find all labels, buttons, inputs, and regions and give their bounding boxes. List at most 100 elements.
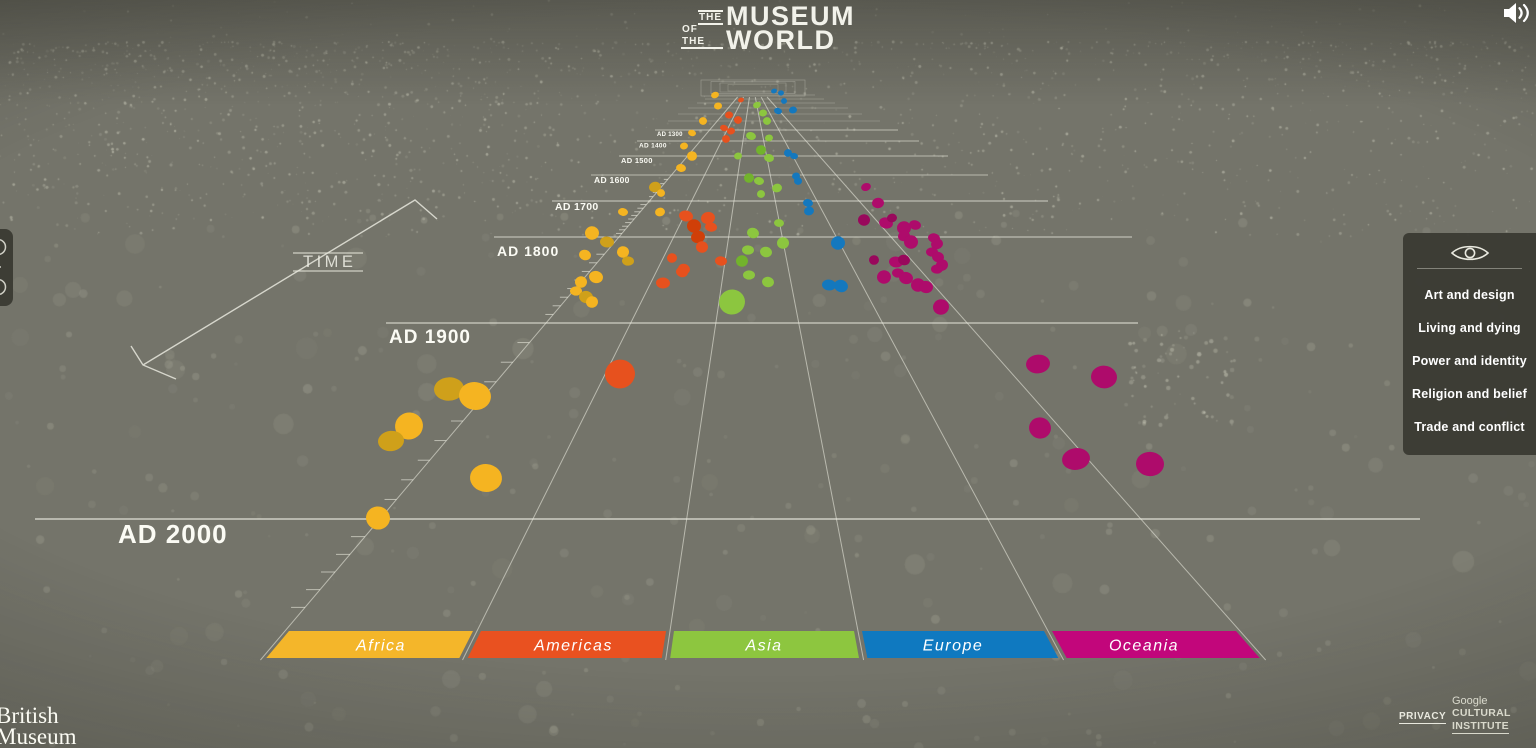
object-dot-europe[interactable] <box>781 98 787 104</box>
object-dot-asia[interactable] <box>774 219 785 228</box>
left-nav-panel[interactable] <box>0 229 13 306</box>
object-dot-americas[interactable] <box>726 127 735 135</box>
continent-bar-asia[interactable] <box>670 631 859 658</box>
object-dot-europe[interactable] <box>803 205 815 216</box>
object-dot-oceania[interactable] <box>897 221 911 235</box>
category-art-and-design[interactable]: Art and design <box>1424 287 1515 302</box>
object-dot-africa[interactable] <box>617 207 628 216</box>
category-trade-and-conflict[interactable]: Trade and conflict <box>1414 419 1525 434</box>
object-dot-europe[interactable] <box>788 106 797 114</box>
object-dot-oceania[interactable] <box>1025 353 1051 374</box>
object-dot-americas[interactable] <box>656 277 671 289</box>
object-dot-europe[interactable] <box>833 278 850 294</box>
object-dot-europe[interactable] <box>770 88 777 94</box>
object-dot-americas[interactable] <box>722 135 730 143</box>
object-dot-oceania[interactable] <box>1060 446 1091 472</box>
continent-bar-americas[interactable] <box>467 631 666 658</box>
object-dot-africa[interactable] <box>675 163 686 173</box>
object-dot-americas[interactable] <box>690 229 707 245</box>
object-dot-americas[interactable] <box>725 111 734 119</box>
object-dot-americas[interactable] <box>666 253 677 264</box>
object-dot-oceania[interactable] <box>1027 415 1054 441</box>
object-dot-asia[interactable] <box>761 276 775 289</box>
object-dot-oceania[interactable] <box>897 253 912 266</box>
object-dot-americas[interactable] <box>719 124 728 132</box>
object-dot-oceania[interactable] <box>876 269 892 284</box>
object-dot-americas[interactable] <box>700 210 716 225</box>
object-dot-oceania[interactable] <box>869 255 880 265</box>
object-dot-oceania[interactable] <box>871 197 884 209</box>
object-dot-asia[interactable] <box>735 254 749 268</box>
object-dot-europe[interactable] <box>830 236 845 251</box>
object-dot-africa[interactable] <box>584 226 599 241</box>
object-dot-asia[interactable] <box>752 101 762 109</box>
category-living-and-dying[interactable]: Living and dying <box>1418 320 1521 335</box>
nav-circle-icon-bottom[interactable] <box>0 278 7 296</box>
object-dot-asia[interactable] <box>745 131 757 141</box>
object-dot-africa[interactable] <box>377 430 405 453</box>
object-dot-americas[interactable] <box>734 116 743 124</box>
object-dot-americas[interactable] <box>737 97 744 103</box>
object-dot-asia[interactable] <box>743 270 755 280</box>
object-dot-americas[interactable] <box>678 209 694 223</box>
object-dot-europe[interactable] <box>821 279 836 291</box>
object-dot-europe[interactable] <box>802 198 813 207</box>
object-dot-africa[interactable] <box>616 245 629 258</box>
object-dot-asia[interactable] <box>744 173 754 183</box>
object-dot-africa[interactable] <box>588 269 605 284</box>
object-dot-oceania[interactable] <box>904 235 918 249</box>
object-dot-oceania[interactable] <box>886 213 897 223</box>
object-dot-africa[interactable] <box>457 380 493 412</box>
object-dot-africa[interactable] <box>392 409 427 443</box>
category-power-and-identity[interactable]: Power and identity <box>1412 353 1527 368</box>
object-dot-americas[interactable] <box>704 221 717 232</box>
object-dot-oceania[interactable] <box>931 264 943 274</box>
object-dot-africa[interactable] <box>599 236 614 248</box>
object-dot-oceania[interactable] <box>930 237 944 250</box>
category-religion-and-belief[interactable]: Religion and belief <box>1412 386 1527 401</box>
object-dot-oceania[interactable] <box>908 219 922 231</box>
object-dot-africa[interactable] <box>570 286 582 296</box>
object-dot-americas[interactable] <box>696 241 709 254</box>
nav-circle-icon-top[interactable] <box>0 238 7 256</box>
object-dot-europe[interactable] <box>778 90 785 96</box>
object-dot-asia[interactable] <box>764 134 773 142</box>
audio-toggle-button[interactable] <box>1504 2 1536 29</box>
object-dot-africa[interactable] <box>679 142 688 150</box>
continent-bar-oceania[interactable] <box>1052 631 1260 658</box>
object-dot-americas[interactable] <box>675 265 689 278</box>
object-dot-africa[interactable] <box>433 377 464 402</box>
object-dot-oceania[interactable] <box>1090 365 1118 390</box>
object-dot-asia[interactable] <box>771 182 783 193</box>
object-dot-oceania[interactable] <box>898 270 915 285</box>
object-dot-europe[interactable] <box>789 152 798 160</box>
object-dot-oceania[interactable] <box>860 182 872 193</box>
object-dot-asia[interactable] <box>757 190 766 198</box>
object-dot-asia[interactable] <box>756 145 766 155</box>
object-dot-oceania[interactable] <box>931 297 951 316</box>
object-dot-oceania[interactable] <box>918 280 934 294</box>
object-dot-africa[interactable] <box>710 91 720 99</box>
object-dot-asia[interactable] <box>759 109 768 117</box>
object-dot-africa[interactable] <box>657 189 665 197</box>
object-dot-africa[interactable] <box>654 206 666 217</box>
object-dot-asia[interactable] <box>742 245 754 255</box>
continent-bar-africa[interactable] <box>266 631 473 658</box>
object-dot-americas[interactable] <box>687 219 701 233</box>
object-dot-africa[interactable] <box>574 275 588 289</box>
object-dot-asia[interactable] <box>733 152 742 161</box>
object-dot-africa[interactable] <box>687 129 696 137</box>
object-dot-africa[interactable] <box>585 295 599 309</box>
object-dot-americas[interactable] <box>603 357 638 391</box>
privacy-link[interactable]: PRIVACY <box>1399 711 1447 724</box>
object-dot-africa[interactable] <box>714 102 723 110</box>
object-dot-oceania[interactable] <box>858 214 871 226</box>
object-dot-asia[interactable] <box>746 226 761 239</box>
continent-bar-europe[interactable] <box>862 631 1059 658</box>
object-dot-africa[interactable] <box>687 151 697 161</box>
object-dot-africa[interactable] <box>578 248 593 261</box>
object-dot-asia[interactable] <box>776 236 789 249</box>
google-cultural-institute-logo[interactable]: Google CULTURAL INSTITUTE <box>1452 696 1511 734</box>
object-dot-asia[interactable] <box>716 287 747 318</box>
object-dot-africa[interactable] <box>648 181 662 194</box>
